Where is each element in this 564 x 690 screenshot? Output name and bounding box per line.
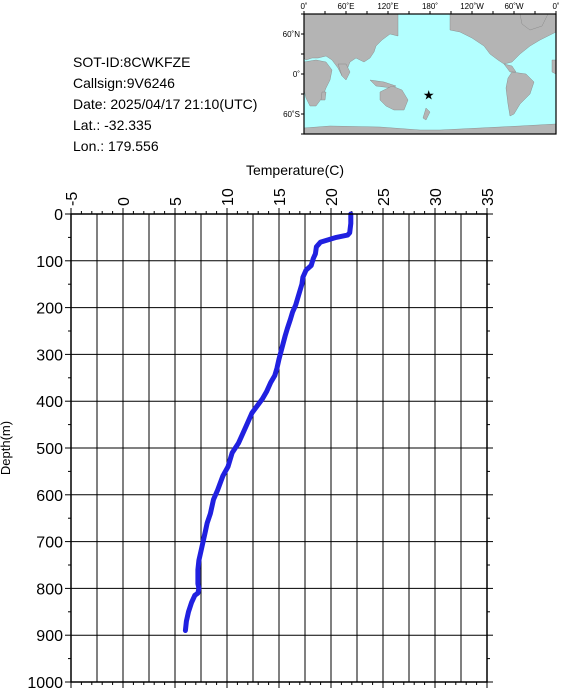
longitude-text: Lon.: 179.556 (73, 138, 159, 154)
map-lon-label: 60˚E (338, 2, 355, 11)
y-tick-labels: 0 100 200 300 400 500 600 700 800 900 1000 (27, 207, 63, 690)
map-land (303, 13, 557, 135)
land-australia (379, 85, 409, 111)
map-lat-label: 60˚S (283, 110, 300, 119)
x-axis-title: Temperature(C) (246, 162, 344, 178)
x-tick-label: 20 (324, 188, 341, 206)
x-tick-label: 30 (428, 188, 445, 206)
y-tick-label: 100 (36, 254, 63, 271)
y-tick-label: 1000 (27, 675, 63, 690)
x-tick-label: 35 (480, 188, 497, 206)
plot-frame (70, 213, 488, 683)
map-lon-labels: 0˚ 60˚E 120˚E 180˚ 120˚W 60˚W 0˚ (300, 2, 559, 11)
x-tick-label: 10 (220, 188, 237, 206)
map-lon-label: 120˚W (460, 2, 484, 11)
y-tick-label: 700 (36, 535, 63, 552)
x-tick-label: 5 (168, 197, 185, 206)
chart-grid (70, 213, 488, 683)
land-new-zealand (422, 107, 431, 121)
land-south-america (505, 71, 535, 117)
land-madagascar (320, 91, 327, 101)
y-tick-label: 0 (54, 207, 63, 224)
land-eurasia (303, 13, 399, 77)
map-lat-label: 0˚ (293, 70, 300, 79)
x-tick-labels: -5 0 5 10 15 20 25 30 35 (64, 188, 497, 206)
date-text: Date: 2025/04/17 21:10(UTC) (73, 96, 258, 112)
map-lon-label: 0˚ (300, 2, 307, 11)
map-lat-labels: 60˚N 0˚ 60˚S (283, 30, 301, 119)
y-tick-label: 900 (36, 628, 63, 645)
map-lat-label: 60˚N (283, 30, 301, 39)
y-tick-label: 800 (36, 581, 63, 598)
sot-id-text: SOT-ID:8CWKFZE (73, 54, 191, 70)
world-map: 0˚ 60˚E 120˚E 180˚ 120˚W 60˚W 0˚ 60˚N 0˚ 60˚S ★ (283, 2, 560, 135)
x-tick-label: 15 (272, 188, 289, 206)
station-info: SOT-ID:8CWKFZE Callsign:9V6246 Date: 202… (73, 52, 257, 157)
x-tick-label: 25 (376, 188, 393, 206)
x-tick-label: 0 (116, 197, 133, 206)
y-tick-label: 600 (36, 488, 63, 505)
land-central-america (503, 63, 517, 73)
y-axis-title: Depth(m) (0, 421, 13, 475)
land-india (337, 63, 351, 81)
temperature-profile-line (182, 211, 354, 633)
callsign-text: Callsign:9V6246 (73, 75, 175, 91)
y-tick-label: 300 (36, 347, 63, 364)
map-lon-label: 60˚W (504, 2, 524, 11)
y-tick-label: 500 (36, 441, 63, 458)
y-tick-label: 200 (36, 301, 63, 318)
x-tick-label: -5 (64, 192, 81, 206)
latitude-text: Lat.: -32.335 (73, 117, 152, 133)
y-tick-label: 400 (36, 394, 63, 411)
map-ticks (301, 11, 557, 135)
station-marker: ★ (423, 88, 435, 103)
map-lon-label: 180˚ (422, 2, 438, 11)
map-lon-label: 0˚ (552, 2, 559, 11)
map-lon-label: 120˚E (377, 2, 398, 11)
